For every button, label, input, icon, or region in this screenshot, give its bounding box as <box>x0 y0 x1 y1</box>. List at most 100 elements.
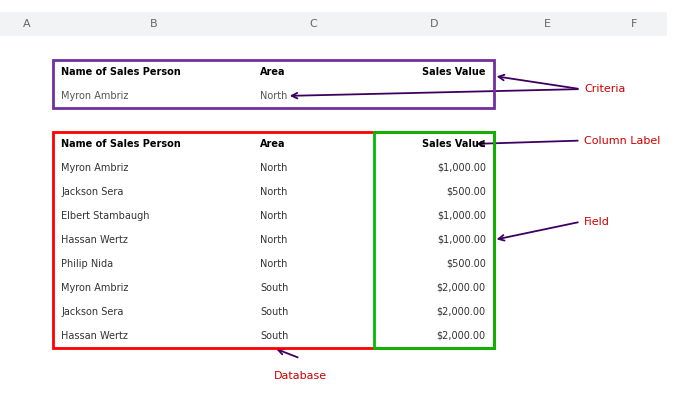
Text: F: F <box>631 19 637 29</box>
Bar <box>601 252 667 276</box>
Bar <box>494 204 601 228</box>
Bar <box>494 60 601 84</box>
Bar <box>374 348 494 372</box>
Bar <box>601 180 667 204</box>
Text: C: C <box>310 19 317 29</box>
Bar <box>494 300 601 324</box>
Bar <box>0 228 54 252</box>
Bar <box>254 300 374 324</box>
Bar <box>374 276 494 300</box>
Bar <box>54 84 254 108</box>
Bar <box>0 84 54 108</box>
Bar <box>0 12 54 36</box>
Bar <box>374 252 494 276</box>
Bar <box>374 132 494 348</box>
Text: Field: Field <box>584 217 610 227</box>
Text: B: B <box>150 19 157 29</box>
Bar <box>374 204 494 228</box>
Bar <box>601 12 667 36</box>
Bar <box>601 36 667 60</box>
Bar <box>54 12 254 36</box>
Bar <box>0 60 54 84</box>
Bar <box>54 228 254 252</box>
Bar <box>601 156 667 180</box>
Bar <box>54 132 494 348</box>
Bar <box>0 204 54 228</box>
Text: Column Label: Column Label <box>584 135 660 146</box>
Bar <box>54 348 254 372</box>
Text: South: South <box>260 307 289 317</box>
Bar <box>0 300 54 324</box>
Bar <box>601 204 667 228</box>
Text: Myron Ambriz: Myron Ambriz <box>62 91 129 101</box>
Text: North: North <box>260 91 287 101</box>
Text: Hassan Wertz: Hassan Wertz <box>62 331 128 341</box>
Bar <box>54 372 254 396</box>
Bar <box>254 36 374 60</box>
Bar <box>374 156 494 180</box>
Bar <box>494 180 601 204</box>
Bar <box>601 108 667 132</box>
Text: Database: Database <box>274 371 327 381</box>
Bar <box>494 252 601 276</box>
Bar <box>374 300 494 324</box>
Bar <box>254 276 374 300</box>
Bar <box>0 36 54 60</box>
Bar <box>54 300 254 324</box>
Text: North: North <box>260 163 287 173</box>
Bar <box>601 60 667 84</box>
Bar <box>0 348 54 372</box>
Bar <box>494 372 601 396</box>
Bar <box>254 372 374 396</box>
Text: South: South <box>260 331 289 341</box>
Bar <box>54 252 254 276</box>
Text: Area: Area <box>260 139 285 149</box>
Bar <box>494 228 601 252</box>
Bar <box>254 204 374 228</box>
Text: South: South <box>260 283 289 293</box>
Bar <box>0 132 54 156</box>
Text: D: D <box>429 19 438 29</box>
Bar <box>601 324 667 348</box>
Bar <box>374 84 494 108</box>
Bar <box>601 372 667 396</box>
Bar <box>54 324 254 348</box>
Text: A: A <box>23 19 31 29</box>
Bar <box>54 276 254 300</box>
Bar <box>254 132 374 156</box>
Bar <box>374 324 494 348</box>
Bar <box>254 252 374 276</box>
Bar <box>54 108 254 132</box>
Text: Jackson Sera: Jackson Sera <box>62 307 124 317</box>
Text: North: North <box>260 211 287 221</box>
Text: Sales Value: Sales Value <box>422 67 486 77</box>
Bar <box>601 276 667 300</box>
Bar <box>374 132 494 156</box>
Bar <box>254 84 374 108</box>
Bar <box>54 204 254 228</box>
Text: Myron Ambriz: Myron Ambriz <box>62 283 129 293</box>
Bar <box>601 132 667 156</box>
Bar <box>254 228 374 252</box>
Bar <box>54 36 254 60</box>
Text: Jackson Sera: Jackson Sera <box>62 187 124 197</box>
Text: North: North <box>260 187 287 197</box>
Text: Elbert Stambaugh: Elbert Stambaugh <box>62 211 150 221</box>
Bar <box>254 156 374 180</box>
Bar <box>254 60 374 84</box>
Bar <box>0 372 54 396</box>
Bar <box>0 156 54 180</box>
Bar <box>601 348 667 372</box>
Text: $2,000.00: $2,000.00 <box>437 331 486 341</box>
Bar <box>0 108 54 132</box>
Text: Area: Area <box>260 67 285 77</box>
Text: $2,000.00: $2,000.00 <box>437 307 486 317</box>
Bar <box>374 228 494 252</box>
Bar <box>54 60 494 108</box>
Bar <box>254 108 374 132</box>
Text: North: North <box>260 235 287 245</box>
Text: $1,000.00: $1,000.00 <box>437 163 486 173</box>
Bar <box>374 60 494 84</box>
Bar <box>54 60 254 84</box>
Bar <box>494 324 601 348</box>
